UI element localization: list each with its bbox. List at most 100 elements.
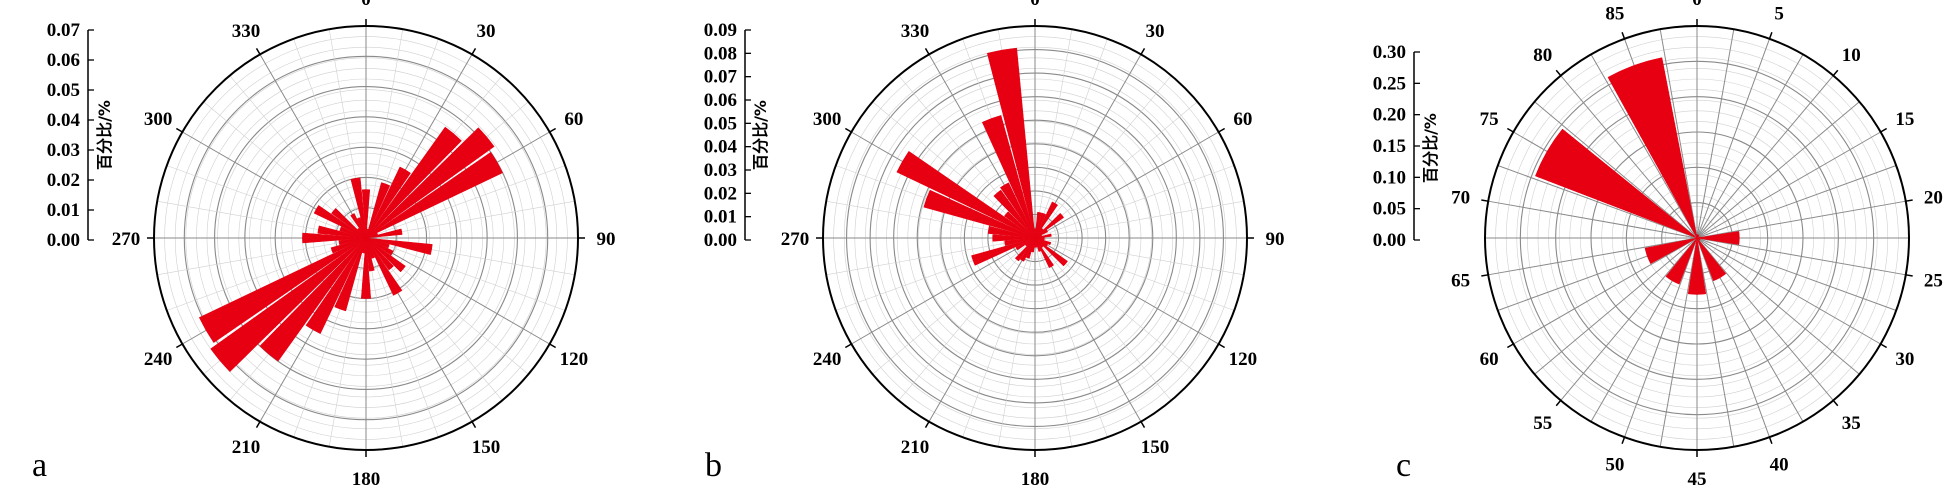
radial-tick-label: 0.08 [704, 43, 737, 64]
angular-grid-line [1696, 237, 1881, 345]
panel-label: b [705, 447, 722, 484]
rose-bar [1034, 212, 1065, 239]
rose-bar [365, 237, 433, 255]
angle-label: 10 [1842, 45, 1861, 66]
angular-grid-line [1696, 237, 1897, 311]
angular-grid-line [1034, 237, 1219, 345]
rose-bar [1034, 233, 1052, 239]
rose-bar [993, 189, 1036, 239]
rose-bar [365, 126, 462, 239]
rose-bar [330, 237, 367, 254]
angular-grid-line [1034, 75, 1172, 239]
angular-tick [1880, 127, 1888, 133]
angular-grid-line [365, 237, 404, 447]
rose-chart-c: 0 5 10 15 20 25 30 35 40 45 50 55 60 65 70 75 80 85 0.00 0.… [1373, 0, 1943, 485]
rose-bar [1034, 212, 1047, 239]
angular-grid-line [1034, 131, 1219, 239]
angular-tick [1481, 199, 1489, 202]
angle-label: 55 [1533, 413, 1552, 434]
angle-label: 150 [1141, 437, 1170, 458]
angular-tick [1481, 274, 1489, 277]
rose-bar [356, 217, 367, 239]
angular-grid-line [1034, 237, 1142, 422]
angular-grid-line [1497, 165, 1698, 239]
radial-tick-label: 0.05 [47, 80, 80, 101]
angle-label: 0 [1030, 0, 1040, 10]
angular-grid-line [1560, 75, 1698, 239]
rose-bar [1644, 237, 1698, 265]
angular-tick [549, 343, 557, 349]
angular-grid-line [1624, 237, 1698, 438]
radial-axis-title: 百分比/% [751, 100, 770, 170]
rose-bar [1696, 237, 1727, 282]
rose-bar [923, 189, 1036, 239]
angular-tick [175, 343, 183, 349]
rose-bar [1665, 237, 1698, 285]
angular-grid-line [1034, 237, 1244, 276]
angular-grid-line [365, 29, 404, 239]
angle-label: 80 [1533, 45, 1552, 66]
angular-grid-line [898, 237, 1036, 401]
angular-grid-line [1534, 101, 1698, 239]
angular-grid-line [1696, 165, 1897, 239]
angular-grid-line [166, 165, 367, 239]
rose-bar [999, 182, 1036, 239]
rose-bar [259, 237, 367, 362]
angular-grid-line [1696, 237, 1860, 375]
angular-tick [1621, 31, 1626, 40]
rose-bar [350, 177, 367, 239]
angular-grid-line [1488, 237, 1698, 276]
radial-tick-label: 0.30 [1373, 42, 1406, 63]
angle-label: 210 [901, 437, 930, 458]
radial-tick-label: 0.09 [704, 20, 737, 41]
radial-tick-label: 0.15 [1373, 136, 1406, 157]
rose-bar [338, 237, 367, 246]
angular-grid-line [826, 237, 1036, 276]
angle-label: 65 [1451, 271, 1470, 292]
angular-grid-line [157, 237, 367, 276]
rose-bar [331, 207, 367, 239]
angular-tick [1218, 343, 1226, 349]
angular-grid-line [365, 237, 550, 345]
angular-grid-line [1696, 29, 1735, 239]
rose-bar [365, 237, 394, 256]
angle-label: 210 [232, 437, 261, 458]
angle-label: 70 [1451, 187, 1470, 208]
rose-bar [365, 228, 403, 239]
angle-label: 120 [560, 349, 589, 370]
angle-label: 0 [1692, 0, 1702, 10]
angular-tick [1506, 127, 1514, 133]
rose-bar [987, 225, 1036, 239]
rose-bar [339, 226, 367, 239]
angular-tick [1768, 436, 1773, 445]
rose-bar [971, 237, 1036, 266]
angle-label: 300 [813, 109, 842, 130]
rose-bar [1019, 237, 1036, 262]
rose-bar [361, 189, 371, 239]
radial-tick-label: 0.07 [704, 67, 738, 88]
angle-label: 35 [1842, 413, 1861, 434]
panel-label: c [1396, 447, 1411, 484]
angle-label: 5 [1774, 3, 1784, 24]
radial-tick-label: 0.01 [704, 207, 737, 228]
angular-grid-line [1034, 38, 1108, 239]
angular-tick [1905, 199, 1913, 202]
radial-tick-label: 0.00 [47, 230, 80, 251]
angle-label: 330 [901, 21, 930, 42]
radial-tick-label: 0.04 [704, 137, 738, 158]
angular-grid-line [962, 237, 1036, 438]
rose-bar [1034, 201, 1059, 239]
angular-grid-line [1513, 237, 1698, 345]
rose-bar [1696, 231, 1740, 245]
angle-label: 60 [1480, 349, 1499, 370]
rose-bar [210, 237, 367, 373]
angle-label: 25 [1924, 271, 1943, 292]
angle-label: 75 [1480, 109, 1499, 130]
angular-grid-line [1034, 237, 1172, 401]
angular-grid-line [1696, 237, 1735, 447]
radial-tick-label: 0.10 [1373, 167, 1406, 188]
angular-grid-line [1488, 200, 1698, 239]
radial-tick-label: 0.20 [1373, 105, 1406, 126]
rose-bar [365, 166, 411, 239]
angular-grid-line [1590, 54, 1698, 239]
